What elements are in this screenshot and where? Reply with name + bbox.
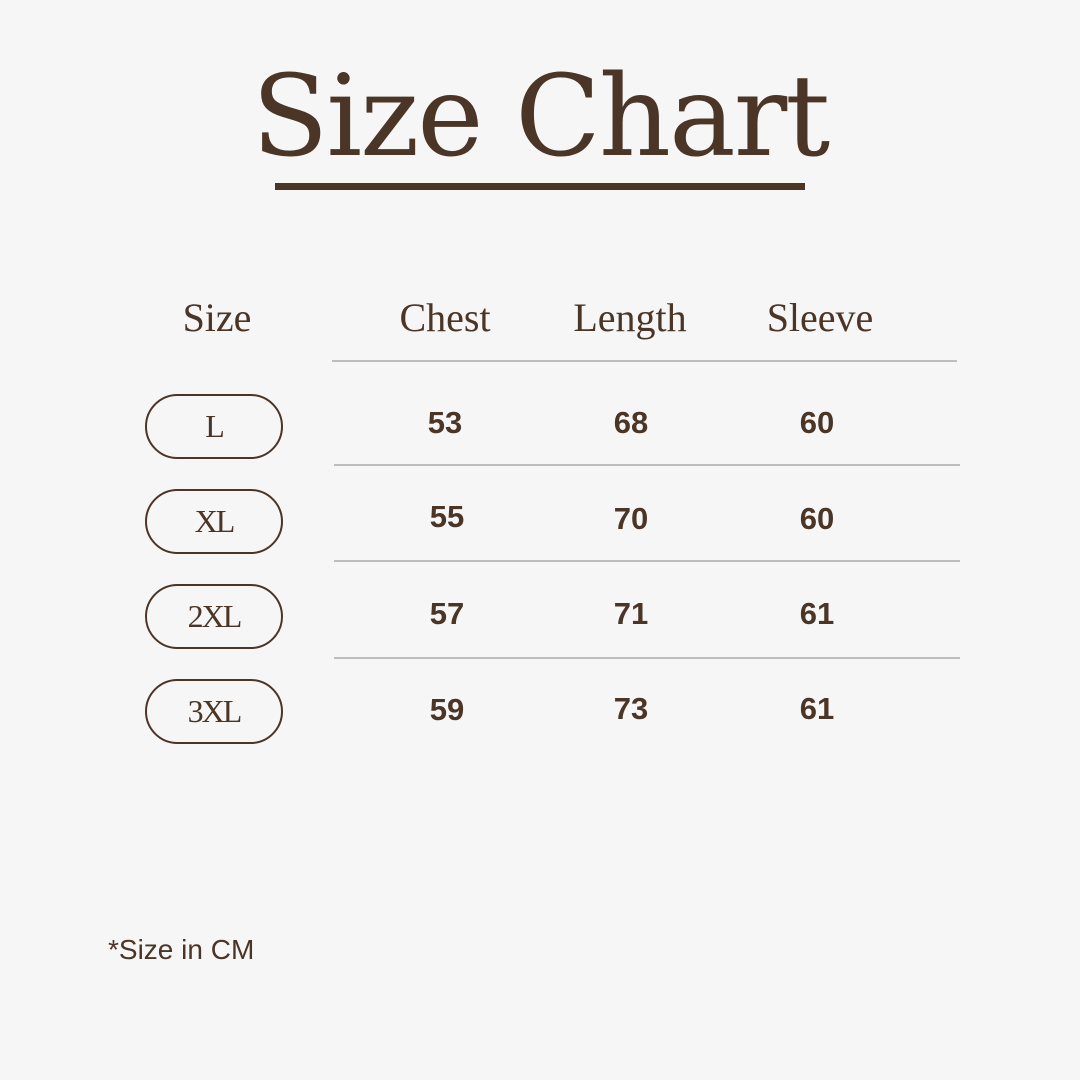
divider <box>334 657 960 659</box>
sleeve-value: 61 <box>799 691 835 726</box>
size-pill: XL <box>145 489 283 554</box>
length-value: 70 <box>613 501 649 536</box>
header-size: Size <box>182 295 252 340</box>
length-value: 68 <box>613 405 649 440</box>
sleeve-value: 60 <box>799 501 835 536</box>
divider <box>334 560 960 562</box>
chest-value: 55 <box>429 499 465 534</box>
chest-value: 57 <box>429 596 465 631</box>
title-underline <box>275 183 805 190</box>
chest-value: 53 <box>427 405 463 440</box>
page-title: Size Chart <box>251 52 831 182</box>
size-pill: 2XL <box>145 584 283 649</box>
sleeve-value: 60 <box>799 405 835 440</box>
header-length: Length <box>573 295 687 340</box>
length-value: 71 <box>613 596 649 631</box>
header-sleeve: Sleeve <box>766 295 874 340</box>
chest-value: 59 <box>429 692 465 727</box>
length-value: 73 <box>613 691 649 726</box>
sleeve-value: 61 <box>799 596 835 631</box>
size-pill: L <box>145 394 283 459</box>
divider <box>332 360 957 362</box>
size-pill: 3XL <box>145 679 283 744</box>
divider <box>334 464 960 466</box>
header-chest: Chest <box>399 295 491 340</box>
footnote: *Size in CM <box>108 934 255 965</box>
